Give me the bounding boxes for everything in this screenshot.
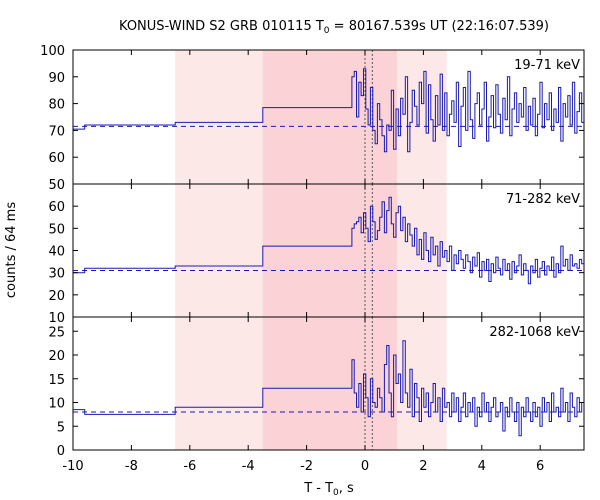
chart-title: KONUS-WIND S2 GRB 010115 T0 = 80167.539s…: [119, 19, 549, 36]
y-tick-label: 5: [57, 420, 65, 435]
shaded-region-2: [262, 184, 398, 317]
energy-band-label: 282-1068 keV: [489, 325, 580, 340]
x-tick-label: 0: [361, 459, 369, 474]
x-tick-label: -10: [62, 459, 83, 474]
y-tick-label: 25: [48, 325, 65, 340]
y-tick-label: 20: [48, 289, 65, 304]
panel-1: 50 60 70 80 90 100 19-71 keV: [40, 44, 585, 193]
energy-band-label: 71-282 keV: [506, 192, 580, 207]
lightcurve-series: [73, 68, 584, 153]
energy-band-label: 19-71 keV: [514, 58, 580, 73]
panel-frame: [72, 316, 585, 451]
y-tick-label: 30: [48, 267, 65, 282]
y-tick-label: 50: [48, 178, 65, 193]
x-axis-label: T - T0, s: [303, 481, 354, 498]
x-tick-label: 6: [536, 459, 544, 474]
x-tick-label: -6: [183, 459, 196, 474]
y-tick-label: 50: [48, 222, 65, 237]
y-tick-label: 10: [48, 397, 65, 412]
shaded-region-2: [262, 50, 398, 184]
y-tick-label: 10: [48, 311, 65, 326]
lightcurve-series: [73, 340, 584, 437]
y-tick-label: 80: [48, 98, 65, 113]
lightcurve-series: [73, 196, 584, 285]
y-axis-label: counts / 64 ms: [4, 202, 19, 298]
y-tick-label: 20: [48, 349, 65, 364]
y-tick-label: 100: [40, 44, 65, 59]
y-tick-label: 40: [48, 245, 65, 260]
y-tick-label: 90: [48, 71, 65, 86]
x-tick-label: 4: [478, 459, 486, 474]
y-tick-label: 60: [48, 151, 65, 166]
shaded-region-2: [262, 317, 398, 450]
x-tick-label: -2: [300, 459, 313, 474]
y-tick-label: 15: [48, 373, 65, 388]
panel-3: 0 5 10 15 20 25 282-1068 keV: [48, 316, 585, 459]
y-tick-label: 0: [57, 444, 65, 459]
x-tick-label: 2: [419, 459, 427, 474]
y-tick-label: 70: [48, 124, 65, 139]
x-tick-label: -4: [242, 459, 255, 474]
x-tick-label: -8: [125, 459, 138, 474]
panel-2: 10 20 30 40 50 60 71-282 keV: [48, 183, 585, 326]
y-tick-label: 60: [48, 200, 65, 215]
